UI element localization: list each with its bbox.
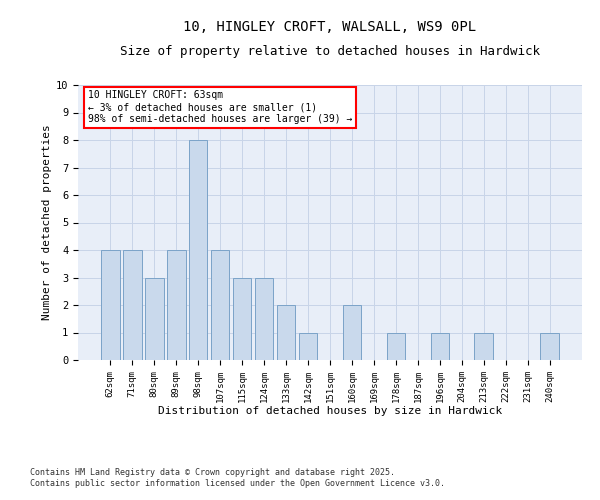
Bar (343, 305, 361, 360)
Text: Size of property relative to detached houses in Hardwick: Size of property relative to detached ho… (120, 45, 540, 58)
Bar (145, 278, 164, 360)
Bar (233, 278, 251, 360)
Bar (189, 140, 208, 360)
Bar (277, 305, 295, 360)
Bar (299, 332, 317, 360)
Bar (475, 332, 493, 360)
Bar (123, 250, 142, 360)
Bar (101, 250, 119, 360)
Bar (541, 332, 559, 360)
Y-axis label: Number of detached properties: Number of detached properties (41, 124, 52, 320)
Text: 10, HINGLEY CROFT, WALSALL, WS9 0PL: 10, HINGLEY CROFT, WALSALL, WS9 0PL (184, 20, 476, 34)
Bar (386, 332, 405, 360)
Text: Contains HM Land Registry data © Crown copyright and database right 2025.
Contai: Contains HM Land Registry data © Crown c… (30, 468, 445, 487)
Text: 10 HINGLEY CROFT: 63sqm
← 3% of detached houses are smaller (1)
98% of semi-deta: 10 HINGLEY CROFT: 63sqm ← 3% of detached… (88, 90, 352, 124)
Bar (167, 250, 185, 360)
Bar (255, 278, 274, 360)
Bar (431, 332, 449, 360)
Bar (211, 250, 229, 360)
X-axis label: Distribution of detached houses by size in Hardwick: Distribution of detached houses by size … (158, 406, 502, 416)
